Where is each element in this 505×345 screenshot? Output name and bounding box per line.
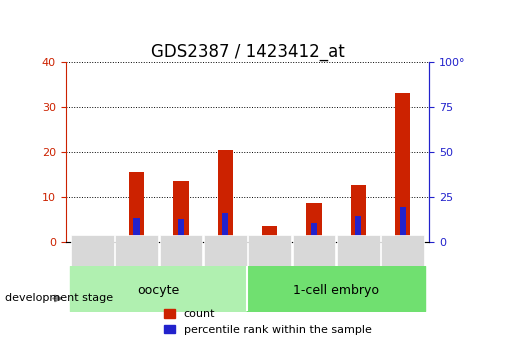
Bar bbox=[173, 181, 189, 241]
Bar bbox=[355, 216, 362, 241]
Bar bbox=[267, 239, 273, 241]
Bar bbox=[71, 235, 114, 266]
Bar bbox=[115, 235, 158, 266]
Legend: count, percentile rank within the sample: count, percentile rank within the sample bbox=[159, 305, 376, 339]
Bar bbox=[381, 235, 424, 266]
Bar bbox=[204, 235, 246, 266]
Bar bbox=[306, 203, 322, 241]
Bar bbox=[222, 213, 228, 242]
Bar bbox=[178, 219, 184, 242]
Title: GDS2387 / 1423412_at: GDS2387 / 1423412_at bbox=[150, 43, 344, 61]
Text: development stage: development stage bbox=[5, 294, 113, 303]
Bar bbox=[133, 218, 140, 241]
Bar bbox=[160, 235, 202, 266]
Text: oocyte: oocyte bbox=[138, 284, 180, 297]
Bar bbox=[337, 235, 380, 266]
Bar bbox=[218, 149, 233, 241]
Bar bbox=[311, 223, 317, 242]
Bar bbox=[399, 207, 406, 242]
Bar bbox=[248, 235, 291, 266]
Bar bbox=[129, 172, 144, 242]
Text: 1-cell embryo: 1-cell embryo bbox=[293, 284, 379, 297]
Bar bbox=[89, 237, 95, 241]
Bar bbox=[350, 186, 366, 242]
Bar bbox=[293, 235, 335, 266]
Bar bbox=[395, 93, 411, 241]
Bar bbox=[84, 237, 100, 241]
Bar bbox=[262, 226, 277, 241]
